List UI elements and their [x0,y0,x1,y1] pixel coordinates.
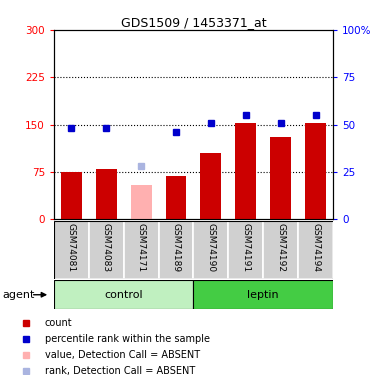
Bar [298,221,333,279]
Bar [96,169,117,219]
Bar [305,123,326,219]
Text: leptin: leptin [248,290,279,300]
Text: agent: agent [2,290,34,300]
Bar [263,221,298,279]
Bar [124,221,159,279]
Text: GSM74194: GSM74194 [311,223,320,272]
Bar [54,280,194,309]
Bar [89,221,124,279]
Bar [131,184,152,219]
Text: value, Detection Call = ABSENT: value, Detection Call = ABSENT [45,350,200,360]
Bar [201,153,221,219]
Bar [194,280,333,309]
Bar [166,177,186,219]
Text: GSM74192: GSM74192 [276,223,285,272]
Text: GSM74189: GSM74189 [171,223,181,272]
Text: GSM74171: GSM74171 [137,223,146,272]
Text: GSM74190: GSM74190 [206,223,216,272]
Text: GSM74083: GSM74083 [102,223,111,272]
Text: control: control [104,290,143,300]
Text: GSM74081: GSM74081 [67,223,76,272]
Bar [54,221,89,279]
Bar [194,221,228,279]
Bar [235,123,256,219]
Text: percentile rank within the sample: percentile rank within the sample [45,334,210,344]
Text: rank, Detection Call = ABSENT: rank, Detection Call = ABSENT [45,366,195,375]
Bar [61,172,82,219]
Text: count: count [45,318,73,328]
Bar [228,221,263,279]
Text: GSM74191: GSM74191 [241,223,250,272]
Bar [270,137,291,219]
Title: GDS1509 / 1453371_at: GDS1509 / 1453371_at [121,16,266,29]
Bar [159,221,194,279]
